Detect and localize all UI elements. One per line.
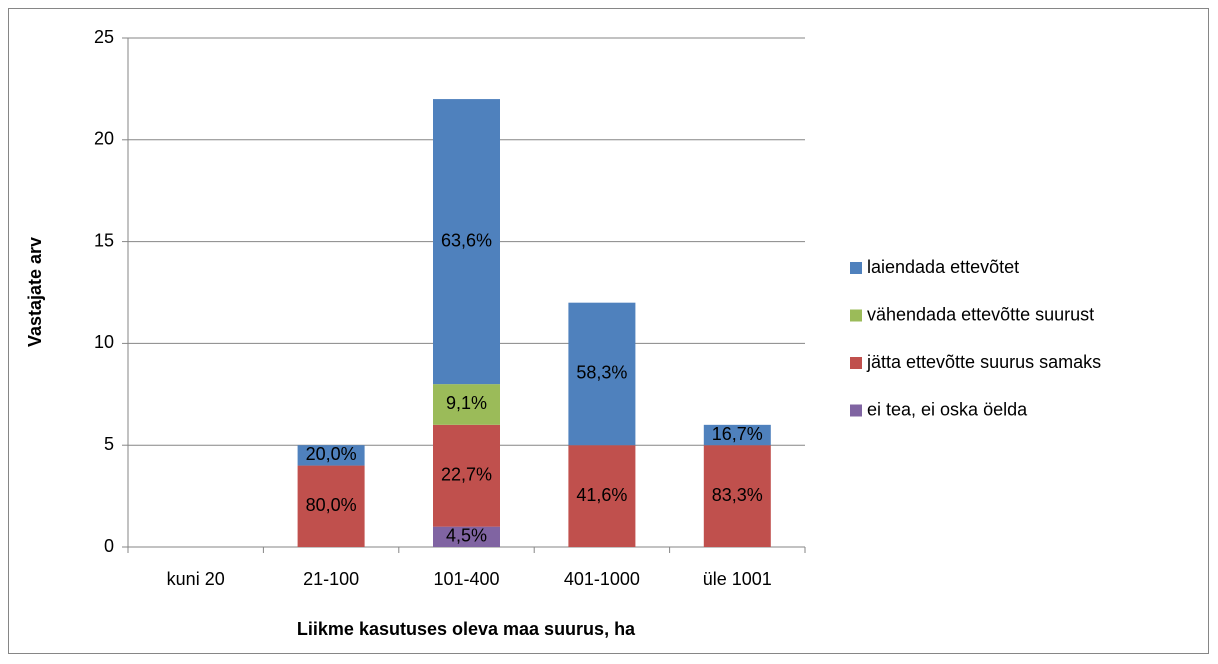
legend-label: laiendada ettevõtet bbox=[867, 257, 1019, 277]
data-label: 83,3% bbox=[712, 485, 763, 505]
legend-swatch bbox=[850, 404, 862, 417]
y-axis-title: Vastajate arv bbox=[25, 237, 45, 347]
y-tick-label: 0 bbox=[104, 536, 114, 556]
data-label: 80,0% bbox=[306, 495, 357, 515]
data-label: 58,3% bbox=[576, 363, 627, 383]
x-tick-label: 401-1000 bbox=[564, 569, 640, 589]
bar-segment bbox=[568, 445, 636, 547]
bar-segment bbox=[297, 445, 365, 466]
x-tick-label: kuni 20 bbox=[167, 569, 225, 589]
data-label: 20,0% bbox=[306, 444, 357, 464]
y-tick-label: 15 bbox=[94, 230, 114, 250]
bar-segment bbox=[433, 99, 500, 385]
bar-segment bbox=[297, 465, 365, 547]
data-label: 4,5% bbox=[446, 526, 487, 546]
data-label: 63,6% bbox=[441, 230, 492, 250]
bar-segment bbox=[433, 526, 500, 547]
legend-swatch bbox=[850, 309, 862, 322]
data-label: 16,7% bbox=[712, 424, 763, 444]
bar-segment bbox=[703, 424, 771, 446]
bar-segment bbox=[703, 445, 771, 547]
y-tick-label: 25 bbox=[94, 27, 114, 47]
bar-segment bbox=[433, 384, 500, 425]
legend-label: ei tea, ei oska öelda bbox=[867, 399, 1028, 419]
data-label: 22,7% bbox=[441, 464, 492, 484]
legend-label: vähendada ettevõtte suurust bbox=[867, 304, 1094, 324]
x-tick-label: 21-100 bbox=[303, 569, 359, 589]
x-tick-label: üle 1001 bbox=[703, 569, 772, 589]
data-label: 9,1% bbox=[446, 393, 487, 413]
y-tick-label: 10 bbox=[94, 332, 114, 352]
bar-segment bbox=[433, 424, 500, 527]
legend-label: jätta ettevõtte suurus samaks bbox=[866, 352, 1101, 372]
y-tick-label: 5 bbox=[104, 434, 114, 454]
x-axis-title: Liikme kasutuses oleva maa suurus, ha bbox=[297, 619, 636, 639]
bar-segment bbox=[568, 302, 636, 446]
y-tick-label: 20 bbox=[94, 129, 114, 149]
data-label: 41,6% bbox=[576, 485, 627, 505]
legend-swatch bbox=[850, 357, 862, 369]
x-tick-label: 101-400 bbox=[433, 569, 499, 589]
legend-swatch bbox=[850, 262, 862, 274]
